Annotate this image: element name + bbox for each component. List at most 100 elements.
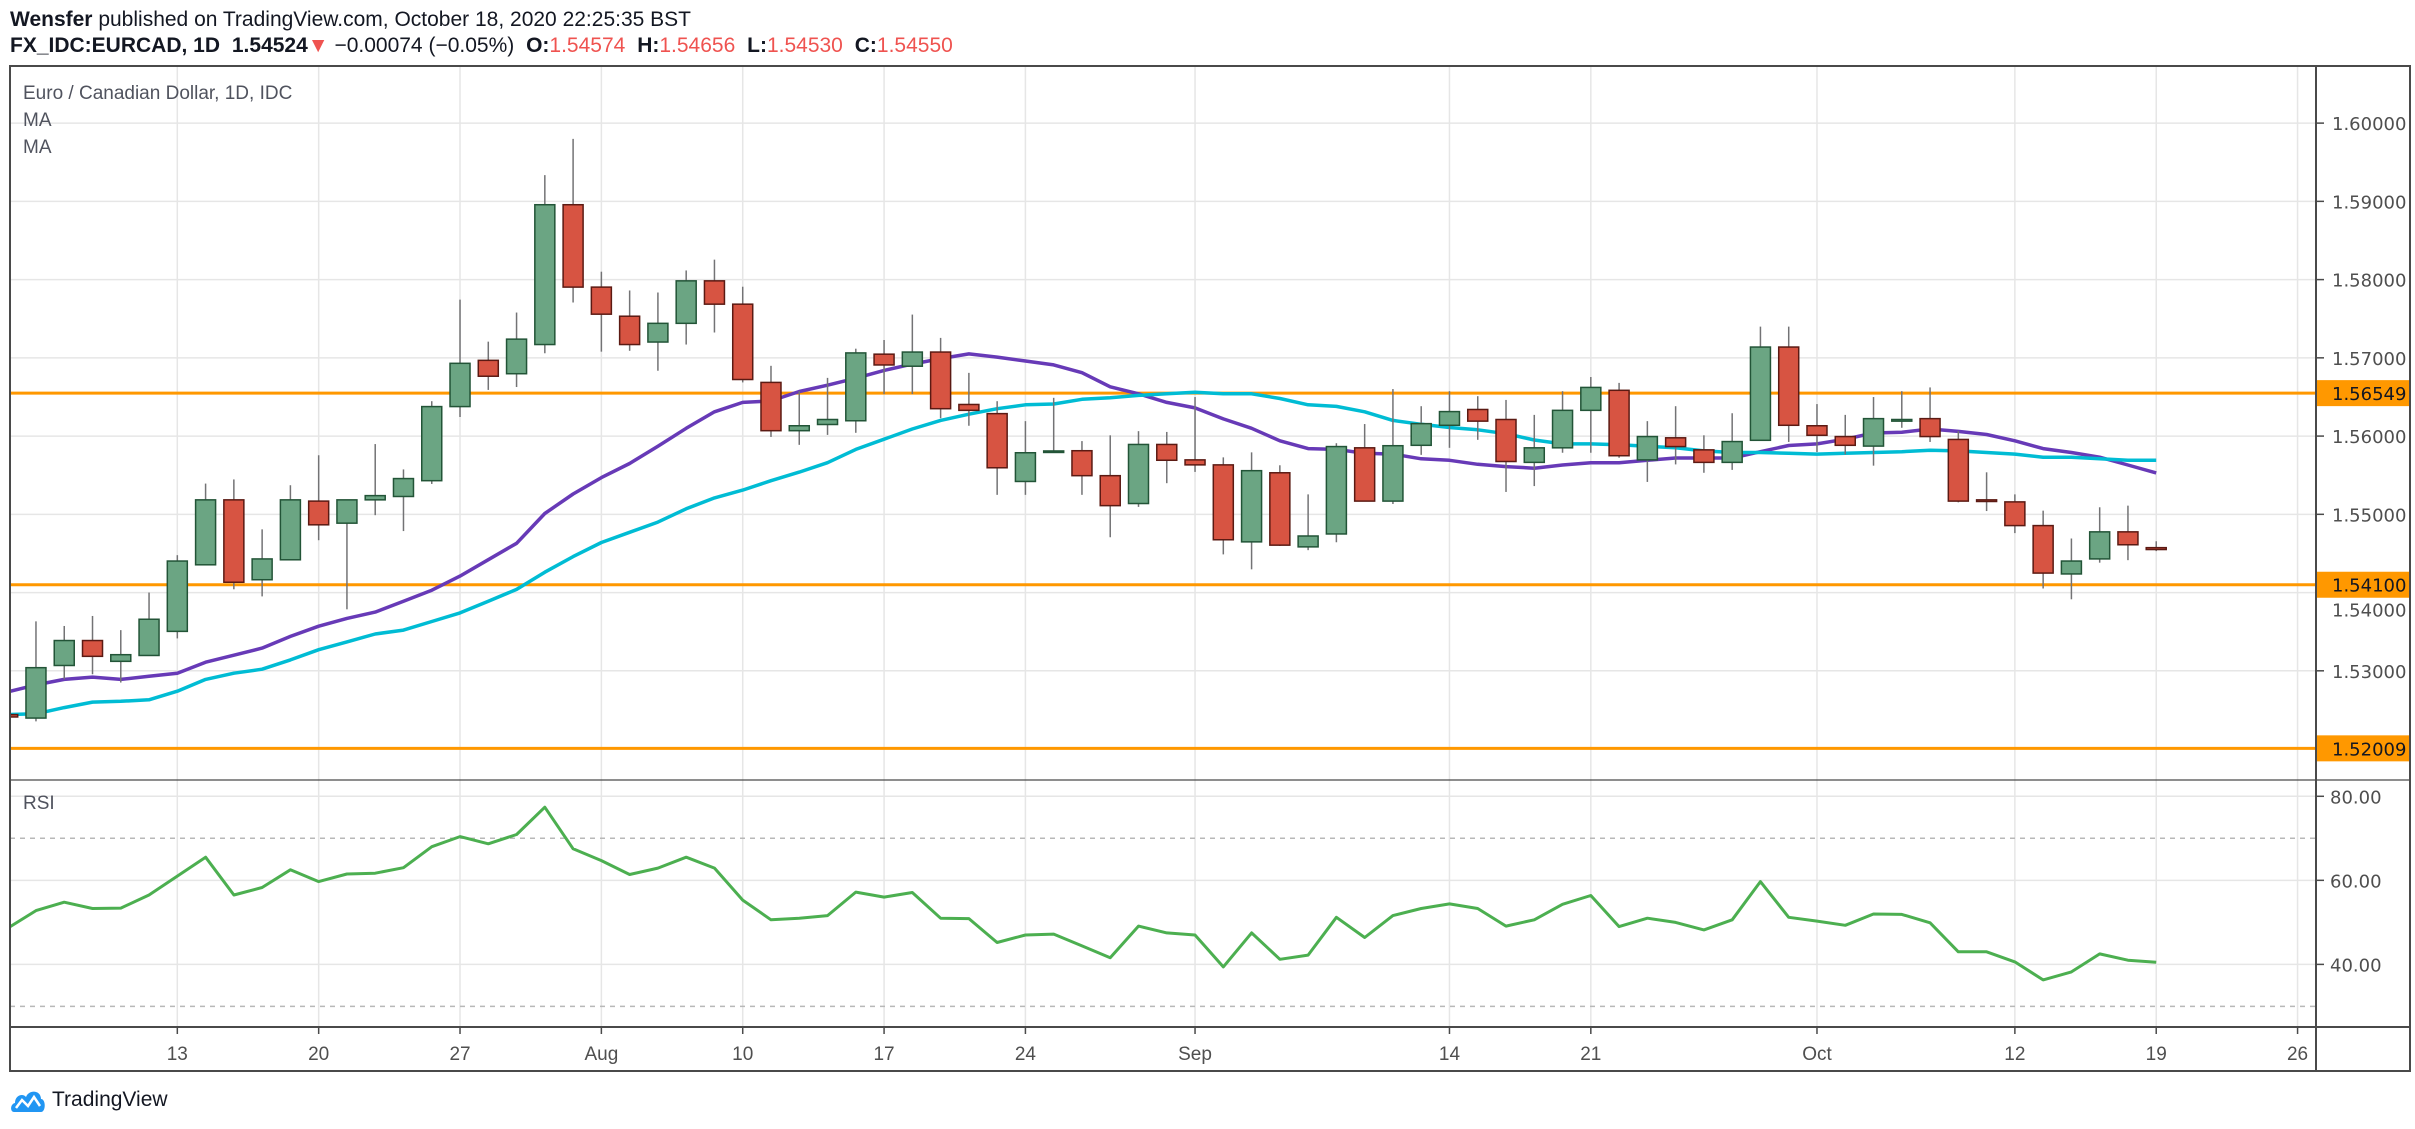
candle-body-down	[1693, 449, 1715, 464]
candle-body-down	[590, 286, 613, 315]
candle-body-down	[929, 351, 952, 410]
candle	[1551, 391, 1574, 453]
candle-body-up	[2088, 531, 2111, 560]
candle-body-down	[10, 713, 19, 718]
candle-body-up	[1636, 435, 1659, 461]
candle	[1693, 435, 1715, 473]
time-axis-label: 24	[1015, 1044, 1037, 1065]
candle-body-down	[1184, 459, 1206, 466]
price-axis-label: 1.54000	[2332, 601, 2406, 622]
candle	[1212, 457, 1235, 555]
candle	[1156, 431, 1178, 484]
rsi-legend[interactable]: RSI	[23, 793, 55, 814]
logo-text: TradingView	[52, 1088, 168, 1111]
rsi-axis-label: 80.00	[2330, 787, 2382, 808]
symbol-label: FX_IDC:EURCAD, 1D	[10, 34, 221, 57]
candle	[873, 340, 895, 395]
candle-body-up	[675, 280, 697, 325]
candle	[816, 377, 839, 435]
candle-body-up	[1721, 440, 1743, 464]
candle-body-up	[166, 560, 189, 633]
rsi-line	[10, 805, 2157, 982]
candle	[1410, 406, 1432, 455]
ma-legend-1[interactable]: MA	[23, 110, 52, 131]
candle	[336, 499, 358, 610]
candle-body-up	[1523, 447, 1546, 464]
author-name[interactable]: Wensfer	[10, 8, 93, 31]
moving-average-line-1	[10, 352, 2157, 694]
last-price: 1.54524	[231, 34, 308, 57]
candle	[986, 401, 1008, 495]
price-axis-label: 1.56000	[2332, 427, 2406, 448]
price-axis: 1.60000 1.59000 1.58000 1.57000 1.56000 1.550…	[2316, 114, 2409, 976]
price-axis-label: 1.57000	[2332, 349, 2406, 370]
candle-body-down	[81, 639, 104, 658]
candle	[534, 175, 556, 354]
price-axis-label: 1.59000	[2332, 192, 2406, 213]
candle-body-up	[1891, 418, 1913, 422]
candle	[1975, 472, 1998, 512]
time-axis-label: 21	[1580, 1044, 1601, 1065]
candle-body-down	[1834, 435, 1856, 447]
candle	[1353, 424, 1376, 502]
time-axis-label: 26	[2287, 1044, 2308, 1065]
candle	[618, 290, 641, 351]
candle-body-up	[534, 203, 556, 346]
candle-body-up	[901, 351, 924, 367]
candle-body-down	[873, 353, 895, 366]
candle	[929, 337, 952, 419]
tradingview-cloud-icon	[11, 1091, 45, 1112]
rsi-axis-label: 40.00	[2330, 955, 2382, 976]
candle-body-down	[1466, 408, 1489, 422]
candle	[845, 348, 867, 433]
candle	[1325, 443, 1348, 543]
candle	[1297, 494, 1319, 551]
candle	[2060, 538, 2083, 600]
candle-body-up	[647, 322, 669, 343]
candle	[2145, 541, 2167, 552]
rsi-pane	[10, 805, 2157, 982]
tradingview-logo[interactable]: TradingView	[10, 1086, 168, 1114]
candle	[1721, 413, 1743, 470]
candle	[25, 621, 47, 722]
candle-body-down	[1664, 437, 1687, 448]
candle-body-up	[279, 499, 302, 561]
time-axis: 13 20 27 Aug 10 17 24 Sep 14 21 Oct 12 19 26	[167, 1027, 2308, 1065]
candle-body-down	[1947, 438, 1970, 502]
candle-body-down	[1777, 346, 1800, 427]
candle	[1042, 397, 1065, 454]
candle	[2032, 510, 2054, 589]
candle	[1523, 414, 1546, 487]
price-level-badge	[2317, 571, 2409, 598]
candle	[703, 259, 726, 333]
candle-body-up	[1325, 445, 1348, 535]
candle-body-down	[223, 499, 245, 583]
candle	[1919, 387, 1941, 442]
candle-body-up	[194, 499, 217, 566]
candle	[477, 341, 500, 390]
candle	[53, 625, 75, 680]
candle	[505, 312, 528, 388]
candle-body-up	[1580, 386, 1602, 412]
candle-body-up	[392, 477, 415, 498]
candle-body-down	[1156, 443, 1178, 462]
candle	[251, 529, 273, 597]
time-axis-label: 19	[2146, 1044, 2167, 1065]
candle	[901, 314, 924, 395]
candle-body-down	[958, 403, 980, 412]
candle-body-up	[1297, 535, 1319, 548]
grid	[10, 66, 2316, 1027]
ma-legend-2[interactable]: MA	[23, 137, 52, 158]
price-level-label: 1.54100	[2332, 576, 2406, 597]
candle	[81, 615, 104, 675]
candle-body-down	[307, 500, 330, 526]
candle	[1749, 326, 1772, 442]
candle-body-down	[986, 412, 1008, 469]
candle-body-down	[618, 315, 641, 346]
candle	[1099, 435, 1121, 538]
price-level-label: 1.56549	[2332, 384, 2406, 405]
time-axis-label: 27	[449, 1044, 470, 1065]
time-axis-label: 12	[2004, 1044, 2025, 1065]
candle	[1834, 414, 1856, 455]
